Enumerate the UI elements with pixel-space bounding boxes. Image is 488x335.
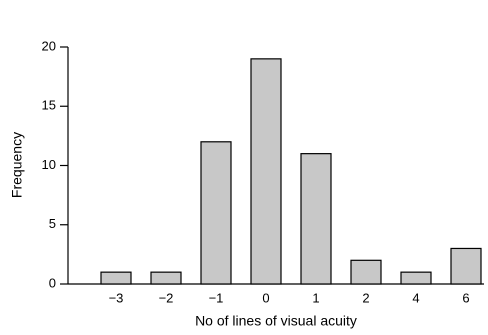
y-tick-label: 20 [42, 38, 56, 53]
bar [250, 58, 282, 285]
x-tick-label: 4 [412, 290, 419, 305]
x-tick-label: 6 [462, 290, 469, 305]
bar [450, 247, 482, 285]
x-tick-label: 1 [312, 290, 319, 305]
bar [100, 271, 132, 285]
bar [150, 271, 182, 285]
bar [350, 259, 382, 285]
bar [400, 271, 432, 285]
y-tick-label: 5 [49, 216, 56, 231]
bar [200, 141, 232, 285]
y-tick-label: 15 [42, 98, 56, 113]
bar [300, 153, 332, 285]
x-tick-label: −3 [109, 290, 124, 305]
x-tick-label: 2 [362, 290, 369, 305]
y-tick-label: 0 [49, 275, 56, 290]
x-tick-label: 0 [262, 290, 269, 305]
x-axis-label: No of lines of visual acuity [195, 313, 357, 329]
y-axis-label: Frequency [9, 132, 25, 198]
x-tick-label: −1 [209, 290, 224, 305]
y-tick-label: 10 [42, 157, 56, 172]
x-tick-label: −2 [159, 290, 174, 305]
